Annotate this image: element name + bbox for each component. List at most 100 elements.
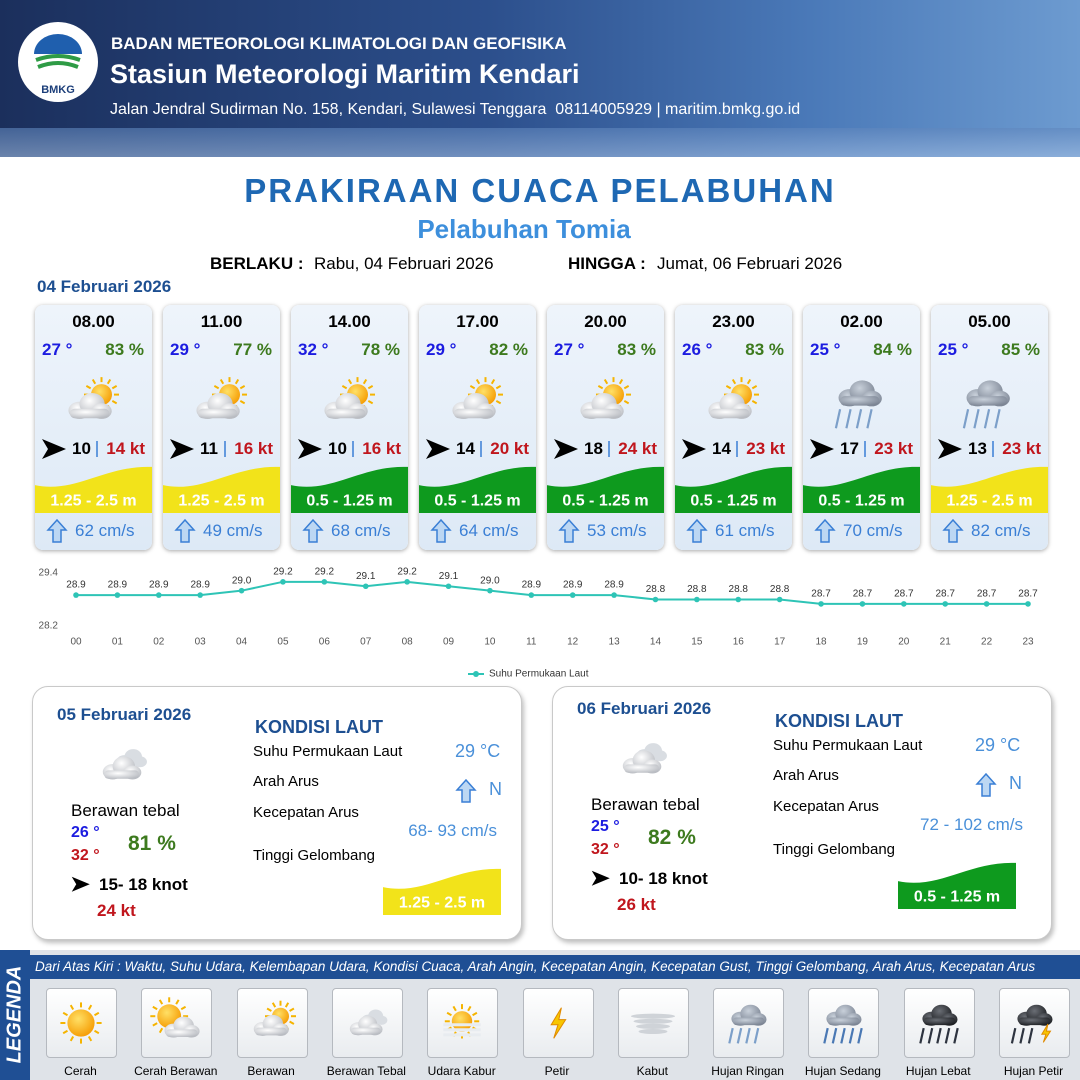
- legend-icon-box: [999, 988, 1070, 1058]
- sst-value-label: 28.7: [811, 589, 831, 600]
- speed-label: Kecepatan Arus: [773, 798, 879, 815]
- time: 14.00: [328, 312, 371, 331]
- sst-value-label: 28.9: [522, 580, 542, 591]
- time: 05.00: [968, 312, 1011, 331]
- sst-value-label: 28.9: [66, 580, 86, 591]
- cloud: [454, 408, 494, 419]
- sun-ray: [367, 384, 374, 390]
- header-floor: [0, 128, 1080, 157]
- sst-value-label: 29.0: [232, 575, 252, 586]
- wind-arrow-shape: [938, 439, 962, 459]
- weather-icon: [324, 377, 375, 420]
- sst-point: [197, 592, 203, 598]
- temperature: 29 °: [170, 340, 201, 359]
- wind-arrow: [554, 439, 578, 459]
- temperature: 26 °: [682, 340, 713, 359]
- current-arrow: [302, 518, 324, 543]
- wind-arrow: [426, 439, 450, 459]
- bolt: [549, 1007, 567, 1039]
- wind-speed: 10: [328, 439, 347, 458]
- wind-speed: 17: [840, 439, 859, 458]
- sst-value-label: 28.9: [190, 580, 210, 591]
- fog: [635, 1023, 670, 1029]
- current-arrow-shape: [814, 518, 836, 543]
- cloud: [104, 770, 140, 779]
- wave-text: 0.5 - 1.25 m: [434, 493, 520, 510]
- cloud: [923, 1017, 956, 1026]
- wave-shape: [898, 862, 1016, 909]
- temp-max: 32 °: [591, 841, 620, 858]
- legend-dot: [473, 671, 479, 677]
- sun-ray: [495, 399, 502, 405]
- sun-ray: [751, 384, 758, 390]
- cloud: [840, 396, 880, 406]
- x-tick-label: 11: [526, 637, 537, 648]
- day1-date: 04 Februari 2026: [37, 277, 172, 296]
- fog: [630, 1013, 675, 1019]
- separator: [352, 441, 354, 457]
- gust-speed: 23 kt: [874, 439, 913, 458]
- cloud: [710, 408, 750, 419]
- wave-text: 1.25 - 2.5 m: [399, 895, 485, 912]
- humidity: 84 %: [873, 340, 912, 359]
- sun-ray: [725, 384, 732, 390]
- current-arrow-shape: [46, 518, 68, 543]
- sst-point: [776, 596, 783, 603]
- forecast-card: 14.00 32 ° 78 % 10 16 kt 0.5 - 1.25 m 68 cm/s: [291, 305, 408, 550]
- sun-ray: [159, 1027, 164, 1034]
- sst-point: [611, 592, 617, 598]
- x-tick-label: 12: [567, 637, 579, 648]
- wind-arrow: [42, 439, 66, 459]
- temperature: 27 °: [554, 340, 585, 359]
- rain: [840, 1027, 847, 1044]
- title: PRAKIRAAN CUACA PELABUHAN: [244, 172, 836, 209]
- gust-speed: 20 kt: [490, 439, 529, 458]
- sst-point: [321, 579, 328, 585]
- sst-point: [901, 601, 907, 607]
- y-tick-label: 29.4: [39, 568, 59, 579]
- direction-label: Arah Arus: [253, 773, 319, 790]
- current-arrow-shape: [302, 518, 324, 543]
- current-speed: 70 cm/s: [843, 521, 903, 540]
- weather-icon: [708, 377, 759, 420]
- legend-description: Dari Atas Kiri : Waktu, Suhu Udara, Kele…: [35, 959, 1036, 974]
- rain: [845, 409, 852, 429]
- legend-icon-box: [903, 988, 975, 1058]
- x-tick-label: 03: [195, 637, 207, 648]
- sun-ray: [111, 399, 118, 405]
- sst-value-label: 29.2: [397, 566, 417, 577]
- sun-ray: [152, 1022, 158, 1027]
- legend-label: Berawan: [247, 1064, 295, 1078]
- gust-speed: 16 kt: [362, 439, 401, 458]
- wind-arrow: [170, 439, 194, 459]
- legend-label: Cerah: [64, 1064, 97, 1078]
- day-weather-icon: [622, 743, 667, 774]
- forecast-card: 11.00 29 ° 77 % 11 16 kt 1.25 - 2.5 m 49 cm/s: [163, 305, 280, 550]
- sst-point: [983, 601, 990, 607]
- x-tick-label: 15: [691, 637, 703, 648]
- wind-arrow-shape: [591, 870, 610, 886]
- sun-ray: [219, 378, 225, 385]
- current-speed: 62 cm/s: [75, 521, 135, 540]
- speed-label: Kecepatan Arus: [253, 804, 359, 821]
- sst-point: [445, 583, 452, 590]
- sun-ray: [159, 999, 164, 1005]
- sun: [67, 1009, 95, 1037]
- wave: 0.5 - 1.25 m: [547, 466, 664, 513]
- sun-ray: [288, 1020, 295, 1025]
- forecast-card: 17.00 29 ° 82 % 14 20 kt 0.5 - 1.25 m 64 cm/s: [419, 305, 536, 550]
- temp-min: 25 °: [591, 818, 620, 835]
- sst-value-label: 29.2: [315, 566, 335, 577]
- sun-ray: [152, 1005, 158, 1011]
- sun-ray: [472, 1011, 478, 1017]
- separator: [96, 441, 98, 457]
- sea-title: KONDISI LAUT: [255, 717, 383, 737]
- sun-ray: [85, 384, 92, 390]
- current-arrow-shape: [686, 518, 708, 543]
- rain: [728, 1027, 734, 1044]
- rain: [832, 1027, 838, 1044]
- wind-arrow-shape: [426, 439, 450, 459]
- wind-speed: 10: [72, 439, 91, 458]
- sst-point: [73, 592, 79, 598]
- rain: [753, 1027, 760, 1044]
